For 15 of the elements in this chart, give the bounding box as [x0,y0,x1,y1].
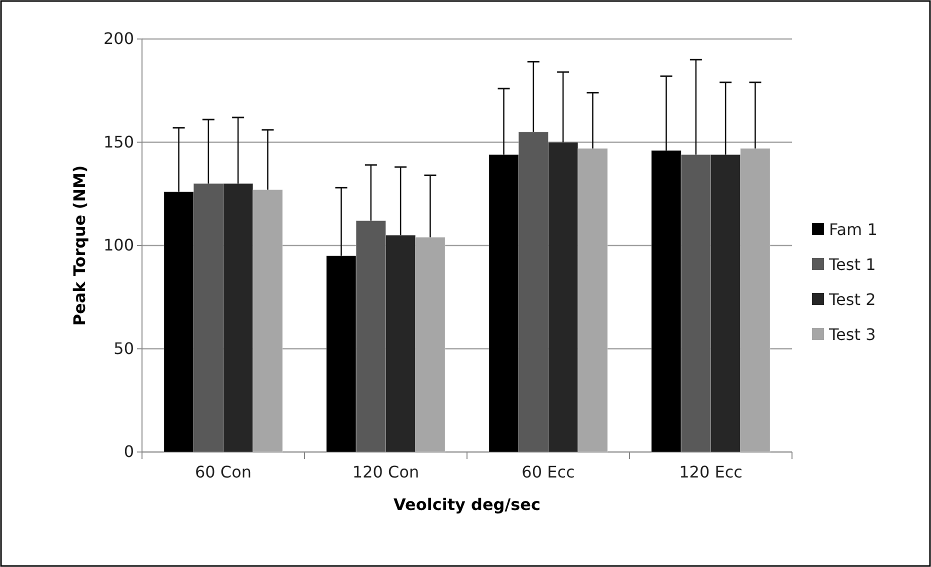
y-tick-label: 50 [114,338,134,358]
y-tick-label: 150 [103,132,134,152]
y-tick-label: 100 [103,236,134,255]
x-tick-label: 60 Con [194,462,252,482]
y-tick-label: 200 [103,29,134,48]
x-tick-label: 120 Ecc [679,462,742,482]
x-tick-label: 60 Ecc [522,462,575,482]
legend-label: Test 1 [828,255,876,274]
y-axis-title: Peak Torque (NM) [70,165,89,326]
x-tick-label: 120 Con [352,462,420,482]
x-axis-title: Veolcity deg/sec [394,495,540,514]
legend-label: Fam 1 [829,220,878,239]
legend-label: Test 3 [828,325,876,344]
y-tick-label: 0 [124,442,134,462]
legend-label: Test 2 [828,290,876,309]
